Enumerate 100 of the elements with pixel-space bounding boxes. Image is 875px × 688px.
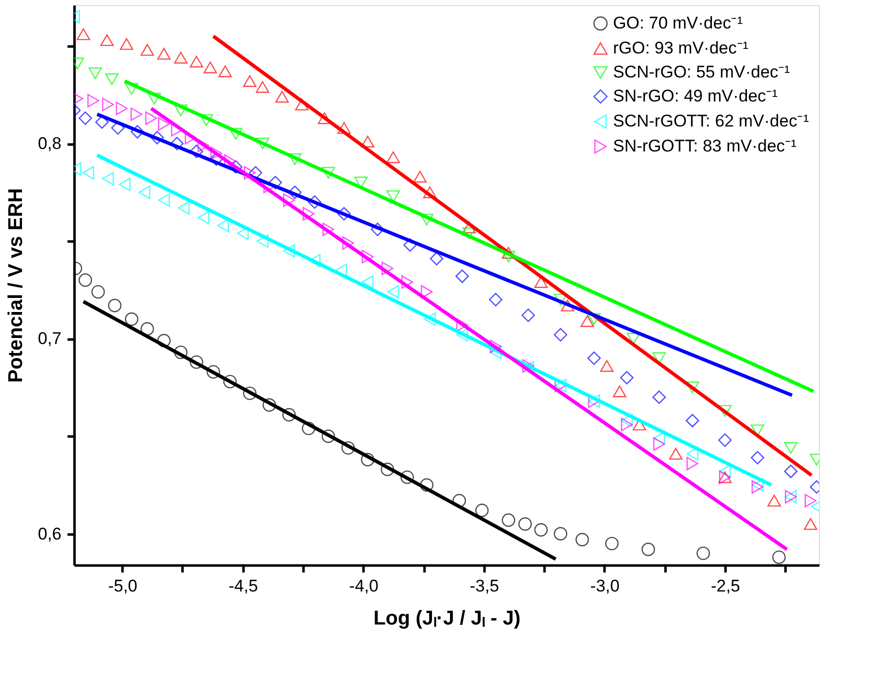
point <box>522 308 535 322</box>
point <box>576 532 589 546</box>
point <box>354 176 368 188</box>
point <box>430 252 444 266</box>
point <box>174 52 188 64</box>
point <box>268 176 282 190</box>
point <box>318 112 332 124</box>
point <box>116 102 128 116</box>
point <box>362 275 374 289</box>
point <box>387 285 400 299</box>
point <box>198 210 210 224</box>
legend-label: SCN-rGOTT: 62 mV·dec⁻¹ <box>613 112 810 130</box>
point <box>784 464 798 478</box>
point <box>600 360 614 372</box>
point <box>130 125 144 139</box>
point <box>76 28 90 40</box>
x-tick-label: -4,0 <box>349 576 378 596</box>
point <box>380 462 394 476</box>
point <box>243 75 256 87</box>
point <box>420 285 433 299</box>
point <box>652 352 666 364</box>
point <box>502 250 516 263</box>
point <box>108 298 122 312</box>
point <box>718 433 732 447</box>
point <box>462 222 476 234</box>
point <box>686 382 700 394</box>
point <box>632 418 646 430</box>
point <box>190 355 204 369</box>
point <box>456 328 468 342</box>
point <box>88 67 102 80</box>
y-axis-title: Potencial / V vs ERH <box>4 188 27 383</box>
point <box>360 452 374 466</box>
point <box>612 385 626 398</box>
point <box>620 418 633 432</box>
point <box>102 172 114 186</box>
point <box>206 365 220 379</box>
point <box>804 494 816 508</box>
point <box>198 138 210 152</box>
point <box>462 227 476 240</box>
point <box>452 494 466 508</box>
point <box>158 193 170 207</box>
point <box>386 190 400 202</box>
point <box>204 62 217 74</box>
point <box>217 218 229 232</box>
point <box>360 136 374 148</box>
point <box>157 48 171 60</box>
legend-label: SCN-rGO: 55 mV·dec⁻¹ <box>613 62 790 82</box>
point <box>580 315 594 327</box>
point <box>124 312 138 326</box>
point <box>696 546 710 560</box>
point <box>87 94 100 108</box>
point <box>256 81 270 93</box>
point <box>229 128 242 140</box>
point <box>534 276 548 288</box>
point <box>138 186 150 200</box>
point <box>554 527 568 540</box>
point <box>686 414 700 428</box>
point <box>302 422 316 436</box>
point <box>420 214 434 226</box>
point <box>719 464 731 478</box>
point <box>158 117 170 131</box>
legend-label: SN-rGOTT: 83 mV·dec⁻¹ <box>613 136 797 156</box>
x-tick-label: -3,0 <box>590 576 620 596</box>
point <box>587 313 601 326</box>
point <box>157 334 171 348</box>
point <box>605 536 619 550</box>
point <box>370 222 384 236</box>
point <box>534 523 548 537</box>
point <box>335 264 348 278</box>
point <box>124 83 138 95</box>
point <box>420 478 434 492</box>
point <box>587 351 601 365</box>
point <box>200 114 214 126</box>
point <box>243 386 256 400</box>
point <box>82 166 94 180</box>
point <box>337 207 351 221</box>
x-axis-title: Log (Jₗ·J / Jₗ - J) <box>373 608 521 630</box>
point <box>784 442 798 454</box>
point <box>772 550 786 564</box>
point <box>140 44 154 56</box>
point <box>502 513 516 527</box>
point <box>148 92 162 105</box>
y-tick-label: 0,8 <box>38 134 62 154</box>
point <box>401 275 414 289</box>
point <box>423 186 437 198</box>
point <box>174 346 188 360</box>
point <box>302 207 314 221</box>
point <box>282 408 296 422</box>
legend-label: SN-rGO: 49 mV·dec⁻¹ <box>613 86 778 106</box>
point <box>362 250 374 264</box>
point <box>262 398 276 412</box>
point <box>475 504 489 518</box>
point <box>256 138 270 150</box>
y-tick-label: 0,6 <box>38 524 62 544</box>
point <box>283 193 295 207</box>
point <box>174 104 188 116</box>
point <box>288 153 302 166</box>
x-tick-label: -5,0 <box>108 576 138 596</box>
x-tick-label: -2,5 <box>710 576 740 596</box>
point <box>488 292 502 306</box>
